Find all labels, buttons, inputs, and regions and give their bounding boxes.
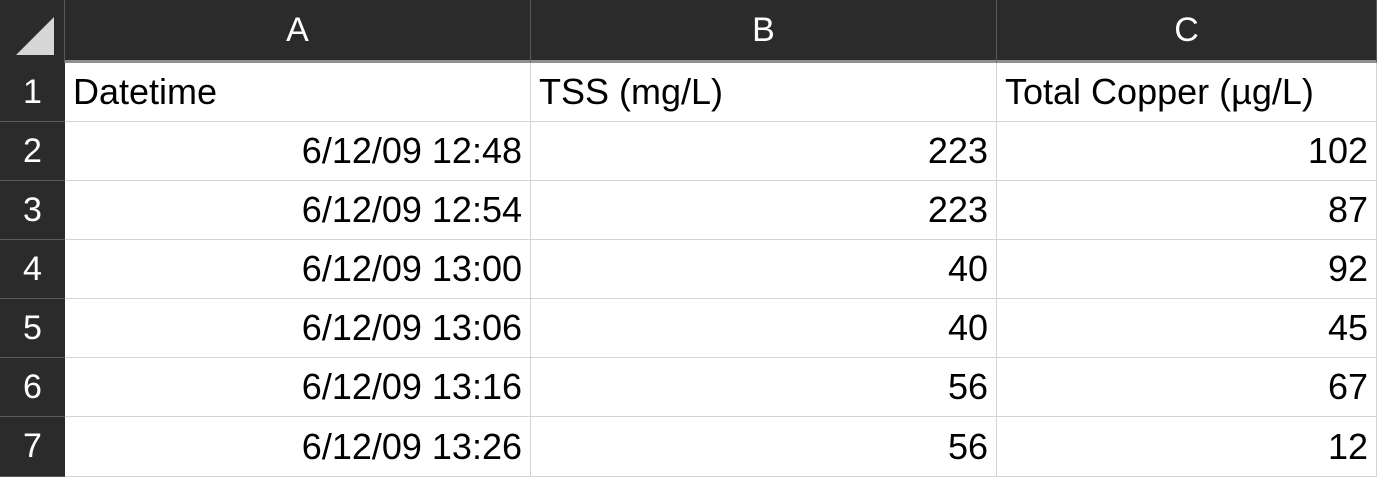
cell-a5[interactable]: 6/12/09 13:06 [65, 299, 531, 358]
sheet-row-6: 6 6/12/09 13:16 56 67 [0, 358, 1377, 417]
cell-b1[interactable]: TSS (mg/L) [531, 63, 997, 122]
column-header-row: A B C [0, 0, 1377, 63]
cell-b7[interactable]: 56 [531, 417, 997, 477]
cell-a7[interactable]: 6/12/09 13:26 [65, 417, 531, 477]
cell-c7[interactable]: 12 [997, 417, 1377, 477]
row-header-7[interactable]: 7 [0, 417, 65, 477]
cell-c5[interactable]: 45 [997, 299, 1377, 358]
sheet-row-3: 3 6/12/09 12:54 223 87 [0, 181, 1377, 240]
cell-a1[interactable]: Datetime [65, 63, 531, 122]
cell-c6[interactable]: 67 [997, 358, 1377, 417]
sheet-row-7: 7 6/12/09 13:26 56 12 [0, 417, 1377, 477]
row-header-1[interactable]: 1 [0, 63, 65, 122]
cell-c2[interactable]: 102 [997, 122, 1377, 181]
row-header-6[interactable]: 6 [0, 358, 65, 417]
row-header-2[interactable]: 2 [0, 122, 65, 181]
cell-a6[interactable]: 6/12/09 13:16 [65, 358, 531, 417]
cell-b5[interactable]: 40 [531, 299, 997, 358]
select-all-triangle-icon [16, 17, 54, 55]
cell-b6[interactable]: 56 [531, 358, 997, 417]
cell-b2[interactable]: 223 [531, 122, 997, 181]
cell-a3[interactable]: 6/12/09 12:54 [65, 181, 531, 240]
cell-c4[interactable]: 92 [997, 240, 1377, 299]
cell-c3[interactable]: 87 [997, 181, 1377, 240]
select-all-button[interactable] [0, 0, 65, 63]
row-header-4[interactable]: 4 [0, 240, 65, 299]
column-header-a[interactable]: A [65, 0, 531, 63]
sheet-row-1: 1 Datetime TSS (mg/L) Total Copper (µg/L… [0, 63, 1377, 122]
sheet-row-2: 2 6/12/09 12:48 223 102 [0, 122, 1377, 181]
cell-a2[interactable]: 6/12/09 12:48 [65, 122, 531, 181]
column-header-c[interactable]: C [997, 0, 1377, 63]
row-header-3[interactable]: 3 [0, 181, 65, 240]
cell-b3[interactable]: 223 [531, 181, 997, 240]
cell-b4[interactable]: 40 [531, 240, 997, 299]
column-header-b[interactable]: B [531, 0, 997, 63]
row-header-5[interactable]: 5 [0, 299, 65, 358]
sheet-row-4: 4 6/12/09 13:00 40 92 [0, 240, 1377, 299]
cell-a4[interactable]: 6/12/09 13:00 [65, 240, 531, 299]
sheet-row-5: 5 6/12/09 13:06 40 45 [0, 299, 1377, 358]
cell-c1[interactable]: Total Copper (µg/L) [997, 63, 1377, 122]
